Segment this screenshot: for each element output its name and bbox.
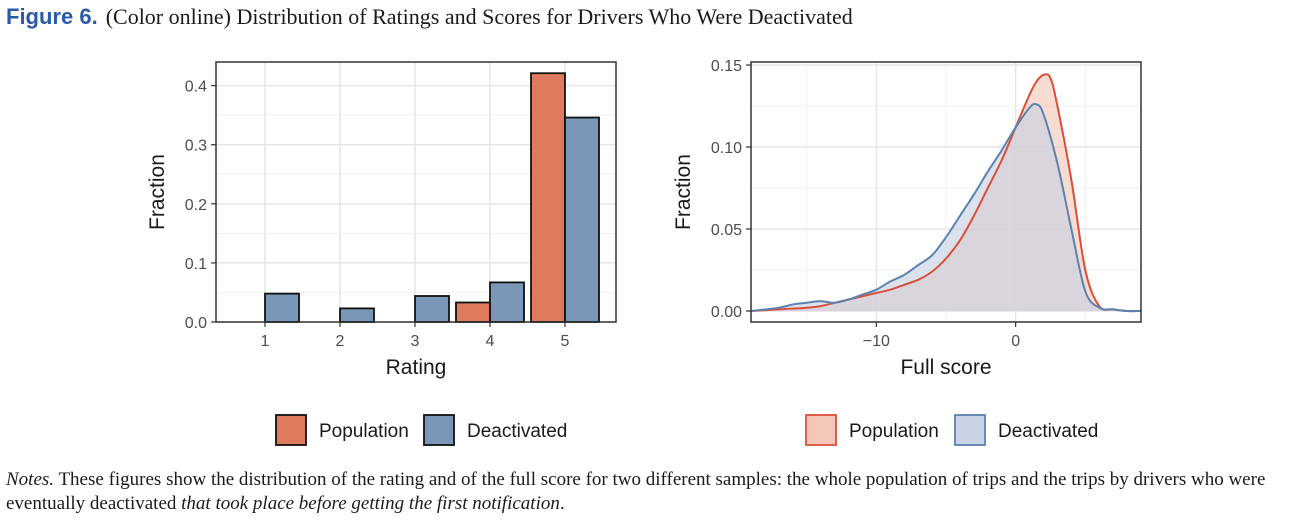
bar-population-5: [530, 72, 566, 323]
bar-population-4: [455, 301, 491, 323]
bar-deactivated-4: [489, 281, 525, 323]
y-axis-title: Fraction: [672, 154, 695, 230]
legend-label-population: Population: [319, 421, 409, 442]
legend-label-deactivated: Deactivated: [998, 421, 1098, 442]
bar-deactivated-5: [564, 116, 600, 323]
x-tick-label: 3: [411, 333, 420, 350]
y-tick-label: 0.2: [185, 197, 207, 214]
x-axis-title: Rating: [386, 356, 447, 379]
y-tick-label: 0.3: [185, 138, 207, 155]
y-tick-label: 0.0: [185, 315, 207, 332]
density-chart-frame: [750, 61, 1142, 323]
y-tick-label: 0.05: [711, 222, 742, 239]
y-tick-label: 0.4: [185, 79, 207, 96]
notes-italic-text: that took place before getting the first…: [181, 493, 560, 514]
legend-key-population: [275, 414, 307, 446]
y-axis-title: Fraction: [146, 154, 169, 230]
y-tick-label: 0.00: [711, 304, 742, 321]
x-tick-label: 0: [1011, 333, 1020, 350]
bar-deactivated-3: [414, 295, 450, 323]
x-tick-label: 1: [261, 333, 270, 350]
y-tick-label: 0.1: [185, 256, 207, 273]
figure-notes: Notes. These figures show the distributi…: [6, 468, 1286, 516]
notes-label: Notes.: [6, 469, 55, 490]
x-axis-title: Full score: [900, 356, 991, 379]
density-line-deactivated: [750, 102, 1142, 313]
x-tick-label: 4: [486, 333, 495, 350]
figure-label: Figure 6.: [6, 4, 98, 29]
x-tick-label: −10: [863, 333, 890, 350]
figure-title: (Color online) Distribution of Ratings a…: [105, 4, 853, 29]
y-tick-label: 0.15: [711, 58, 742, 75]
legend-key-population: [805, 414, 837, 446]
bar-chart-frame: [215, 61, 617, 323]
legend-key-deactivated: [954, 414, 986, 446]
notes-text: These figures show the distribution of t…: [6, 469, 1266, 514]
figure-caption: Figure 6. (Color online) Distribution of …: [6, 4, 1276, 30]
y-tick-label: 0.10: [711, 140, 742, 157]
bar-deactivated-2: [339, 307, 375, 323]
legend-label-deactivated: Deactivated: [467, 421, 567, 442]
legend-key-deactivated: [423, 414, 455, 446]
x-tick-label: 2: [336, 333, 345, 350]
density-area-deactivated: [751, 103, 1141, 312]
x-tick-label: 5: [561, 333, 570, 350]
bar-deactivated-1: [264, 292, 300, 323]
notes-end: .: [559, 493, 565, 514]
legend-label-population: Population: [849, 421, 939, 442]
